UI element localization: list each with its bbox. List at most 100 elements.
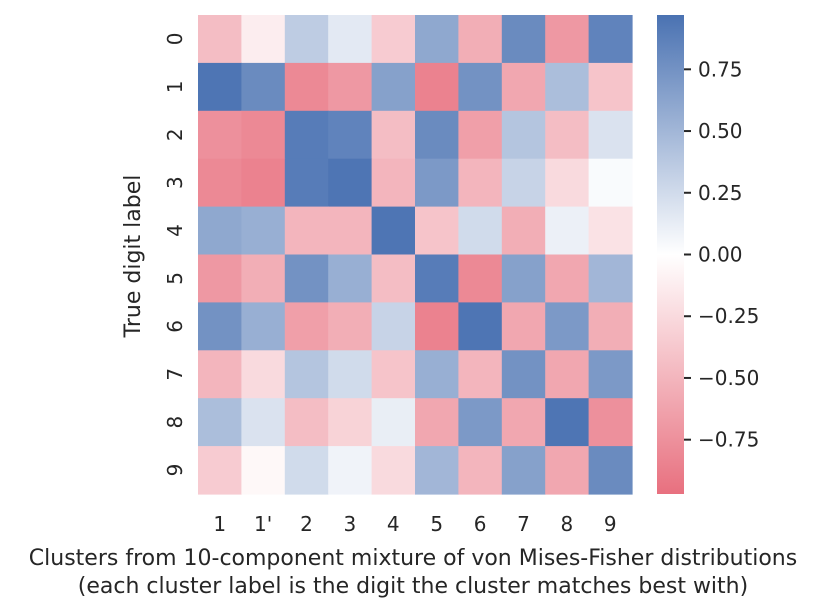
y-tick-label: 1: [163, 80, 187, 93]
heatmap-cell-r0-c8: [545, 15, 590, 64]
colorbar: [657, 15, 684, 494]
heatmap-cell-r9-c2: [284, 446, 329, 495]
heatmap-cell-r8-c4: [371, 398, 416, 447]
heatmap-cell-r0-c5: [415, 15, 459, 64]
heatmap-cell-r4-c6: [458, 206, 503, 256]
x-tick-labels: 1 1' 2 3 4 5 6 7 8 9: [213, 512, 616, 536]
heatmap-cell-r7-c8: [545, 350, 590, 399]
x-tick-label: 6: [474, 512, 487, 536]
heatmap-cell-r8-c6: [458, 398, 503, 447]
colorbar-tick-label: 0.25: [698, 181, 743, 205]
heatmap-cell-r2-c9: [588, 110, 633, 160]
heatmap-cell-r1-c6: [458, 62, 503, 112]
heatmap-cell-r0-c1: [241, 15, 286, 64]
heatmap-cell-r7-c3: [328, 350, 373, 399]
heatmap-cell-r6-c4: [371, 302, 416, 351]
heatmap-cell-r2-c8: [545, 110, 590, 160]
heatmap-cell-r6-c9: [588, 302, 633, 351]
y-axis-label: True digit label: [121, 175, 146, 339]
heatmap-cell-r6-c5: [415, 302, 459, 351]
heatmap-cell-r7-c6: [458, 350, 503, 399]
heatmap-cell-r1-c0: [198, 62, 242, 112]
heatmap-cell-r9-c6: [458, 446, 503, 495]
heatmap-cell-r4-c3: [328, 206, 373, 256]
heatmap-cell-r3-c6: [458, 158, 503, 208]
heatmap-cell-r6-c8: [545, 302, 590, 351]
heatmap-cell-r6-c2: [284, 302, 329, 351]
heatmap-cell-r4-c1: [241, 206, 286, 256]
heatmap-cell-r5-c1: [241, 254, 286, 303]
heatmap-cell-r8-c3: [328, 398, 373, 447]
heatmap-cell-r2-c6: [458, 110, 503, 160]
x-tick-label: 8: [561, 512, 574, 536]
heatmap-cells: [198, 15, 633, 495]
heatmap-cell-r6-c0: [198, 302, 242, 351]
heatmap-cell-r7-c7: [501, 350, 546, 399]
heatmap-cell-r8-c8: [545, 398, 590, 447]
heatmap-cell-r3-c9: [588, 158, 633, 208]
heatmap-cell-r4-c5: [415, 206, 459, 256]
x-tick-label: 1: [213, 512, 226, 536]
x-tick-label: 9: [604, 512, 617, 536]
heatmap-cell-r5-c6: [458, 254, 503, 303]
heatmap-cell-r8-c7: [501, 398, 546, 447]
heatmap-cell-r9-c3: [328, 446, 373, 495]
heatmap-cell-r7-c2: [284, 350, 329, 399]
heatmap-cell-r1-c8: [545, 62, 590, 112]
heatmap-cell-r5-c2: [284, 254, 329, 303]
heatmap-cell-r6-c1: [241, 302, 286, 351]
heatmap-cell-r0-c3: [328, 15, 373, 64]
heatmap-cell-r1-c1: [241, 62, 286, 112]
heatmap-cell-r5-c4: [371, 254, 416, 303]
heatmap-cell-r8-c9: [588, 398, 633, 447]
heatmap-cell-r6-c7: [501, 302, 546, 351]
heatmap-cell-r3-c8: [545, 158, 590, 208]
heatmap-cell-r5-c8: [545, 254, 590, 303]
x-axis-label-line1: Clusters from 10-component mixture of vo…: [29, 546, 797, 571]
heatmap-cell-r0-c7: [501, 15, 546, 64]
y-tick-labels: 0 1 2 3 4 5 6 7 8 9: [163, 33, 187, 477]
colorbar-tick-label: −0.25: [698, 304, 759, 328]
heatmap-cell-r4-c4: [371, 206, 416, 256]
y-tick-label: 3: [163, 176, 187, 189]
heatmap-cell-r8-c1: [241, 398, 286, 447]
heatmap-cell-r2-c1: [241, 110, 286, 160]
heatmap-cell-r5-c5: [415, 254, 459, 303]
x-tick-label: 7: [517, 512, 530, 536]
heatmap-cell-r2-c7: [501, 110, 546, 160]
heatmap-cell-r8-c0: [198, 398, 242, 447]
colorbar-tick-label: −0.75: [698, 428, 759, 452]
y-tick-label: 6: [163, 320, 187, 333]
y-tick-label: 8: [163, 416, 187, 429]
heatmap-cell-r1-c9: [588, 62, 633, 112]
heatmap-cell-r5-c3: [328, 254, 373, 303]
heatmap-cell-r5-c7: [501, 254, 546, 303]
heatmap-cell-r6-c6: [458, 302, 503, 351]
y-tick-label: 7: [163, 368, 187, 381]
colorbar-tick-label: 0.00: [698, 243, 743, 267]
heatmap-cell-r3-c1: [241, 158, 286, 208]
heatmap-cell-r4-c8: [545, 206, 590, 256]
heatmap-cell-r7-c0: [198, 350, 242, 399]
heatmap-cell-r1-c2: [284, 62, 329, 112]
x-tick-label: 2: [300, 512, 313, 536]
heatmap-cell-r0-c2: [284, 15, 329, 64]
heatmap-cell-r2-c3: [328, 110, 373, 160]
x-tick-label: 3: [344, 512, 357, 536]
heatmap-cell-r2-c5: [415, 110, 459, 160]
heatmap-cell-r1-c5: [415, 62, 459, 112]
heatmap-cell-r7-c1: [241, 350, 286, 399]
heatmap-cell-r3-c4: [371, 158, 416, 208]
colorbar-tick-label: −0.50: [698, 366, 759, 390]
y-tick-label: 9: [163, 464, 187, 477]
heatmap-cell-r3-c3: [328, 158, 373, 208]
heatmap-cell-r4-c9: [588, 206, 633, 256]
colorbar-ticks: 0.75 0.50 0.25 0.00 −0.25 −0.50 −0.75: [684, 57, 759, 452]
heatmap-cell-r0-c6: [458, 15, 503, 64]
heatmap-cell-r5-c0: [198, 254, 242, 303]
heatmap-cell-r8-c5: [415, 398, 459, 447]
heatmap-cell-r9-c1: [241, 446, 286, 495]
heatmap-cell-r1-c4: [371, 62, 416, 112]
heatmap-cell-r2-c0: [198, 110, 242, 160]
